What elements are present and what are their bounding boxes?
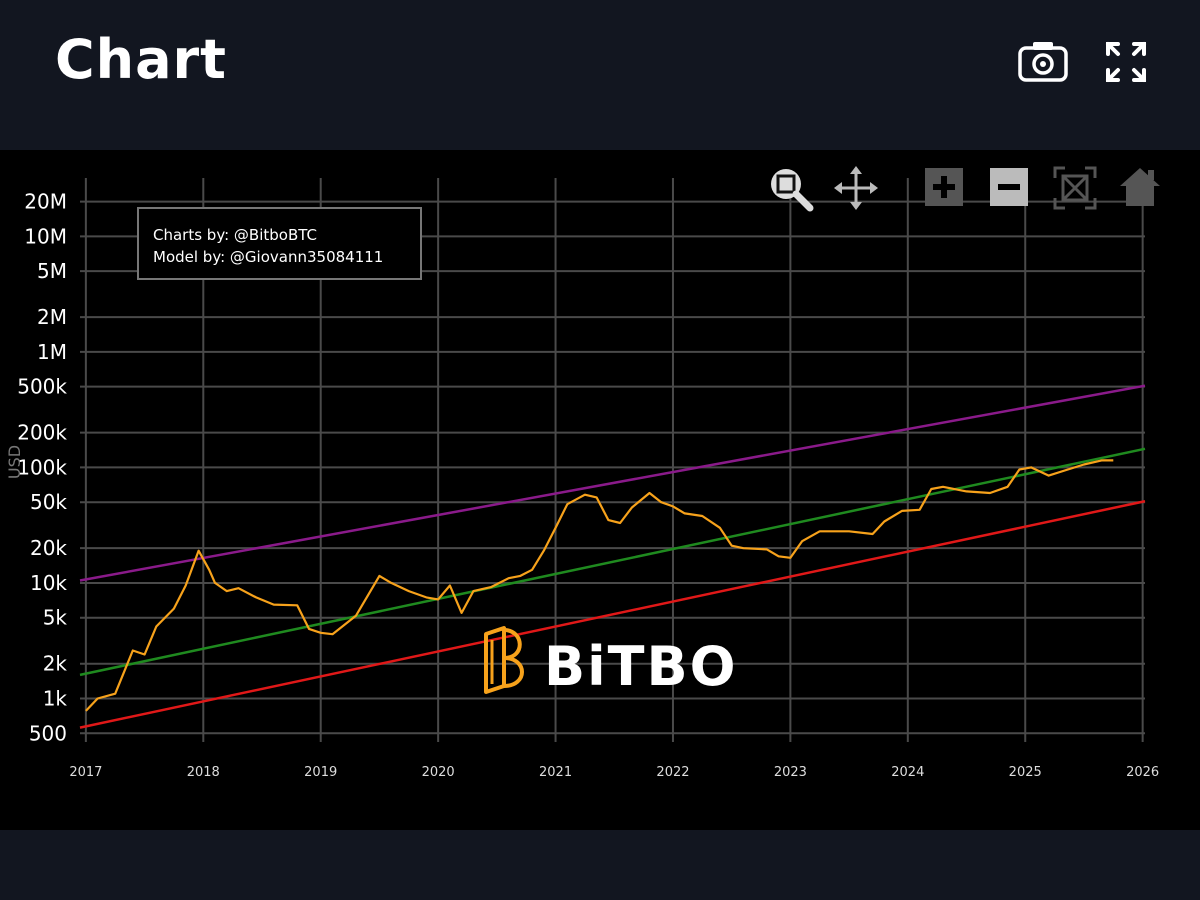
- grid: [80, 178, 1145, 742]
- y-tick-label: 20k: [30, 536, 67, 560]
- bitbo-logo-icon: [484, 626, 524, 694]
- zoom-out-button[interactable]: [990, 168, 1028, 206]
- bitbo-logo: BiTBO: [484, 626, 738, 698]
- credit-model: Model by: @Giovann35084111: [153, 248, 383, 266]
- btc-price-line: [85, 459, 1114, 712]
- x-tick-label: 2023: [774, 765, 807, 780]
- y-tick-label: 500: [29, 721, 67, 745]
- fullscreen-button[interactable]: [1104, 40, 1154, 84]
- y-tick-label: 2k: [43, 652, 68, 676]
- zoom-out-icon: [990, 168, 1028, 206]
- x-tick-label: 2017: [69, 765, 102, 780]
- y-tick-label: 1k: [43, 686, 68, 710]
- x-tick-label: 2021: [539, 765, 572, 780]
- y-tick-label: 20M: [24, 190, 67, 214]
- credit-charts: Charts by: @BitboBTC: [153, 226, 317, 244]
- y-tick-label: 200k: [17, 421, 67, 445]
- lower-band-line: [79, 499, 1146, 729]
- x-axis-ticks: 2017 2018 2019 2020 2021 2022 2023 2024 2025 2026: [69, 765, 1159, 780]
- x-tick-label: 2026: [1126, 765, 1159, 780]
- x-tick-label: 2025: [1009, 765, 1042, 780]
- y-tick-label: 50k: [30, 490, 67, 514]
- y-tick-label: 1M: [37, 340, 67, 364]
- chart-svg[interactable]: 500 1k 2k 5k 10k 20k 50k 100k 200k 500k 1M 2M 5M 10M 2…: [0, 150, 1200, 830]
- y-tick-label: 10M: [24, 224, 67, 248]
- x-tick-label: 2022: [656, 765, 689, 780]
- chart-panel[interactable]: 500 1k 2k 5k 10k 20k 50k 100k 200k 500k 1M 2M 5M 10M 2…: [0, 150, 1200, 830]
- y-tick-label: 500k: [17, 375, 67, 399]
- page-title: Chart: [55, 28, 227, 91]
- zoom-in-icon: [925, 168, 963, 206]
- camera-icon: [1018, 42, 1068, 82]
- y-axis-ticks: 500 1k 2k 5k 10k 20k 50k 100k 200k 500k 1M 2M 5M 10M 2…: [17, 190, 67, 746]
- x-tick-label: 2020: [422, 765, 455, 780]
- y-tick-label: 100k: [17, 455, 67, 479]
- pan-icon: [834, 166, 878, 210]
- x-tick-label: 2018: [187, 765, 220, 780]
- expand-icon: [1106, 42, 1146, 82]
- app-header: Chart: [0, 0, 1200, 150]
- x-tick-label: 2024: [891, 765, 924, 780]
- middle-band-line: [79, 447, 1146, 677]
- y-tick-label: 10k: [30, 571, 67, 595]
- zoom-icon: [771, 169, 814, 212]
- upper-band-line: [79, 384, 1146, 582]
- credits-box: Charts by: @BitboBTC Model by: @Giovann3…: [137, 207, 422, 280]
- zoom-in-button[interactable]: [925, 168, 963, 206]
- y-tick-label: 5M: [37, 259, 67, 283]
- reset-home-button[interactable]: [1120, 168, 1160, 206]
- footer-bar: [0, 830, 1200, 900]
- pan-button[interactable]: [834, 166, 878, 210]
- home-icon: [1120, 168, 1160, 206]
- y-tick-label: 5k: [43, 606, 68, 630]
- screenshot-button[interactable]: [1018, 40, 1068, 84]
- autoscale-icon: [1053, 166, 1097, 210]
- autoscale-button[interactable]: [1053, 166, 1097, 210]
- modebar: [771, 166, 1160, 212]
- x-tick-label: 2019: [304, 765, 337, 780]
- y-tick-label: 2M: [37, 305, 67, 329]
- y-axis-label: USD: [5, 445, 24, 479]
- bitbo-wordmark: BiTBO: [544, 635, 738, 698]
- zoom-button[interactable]: [771, 169, 814, 212]
- series-lines: [79, 384, 1146, 729]
